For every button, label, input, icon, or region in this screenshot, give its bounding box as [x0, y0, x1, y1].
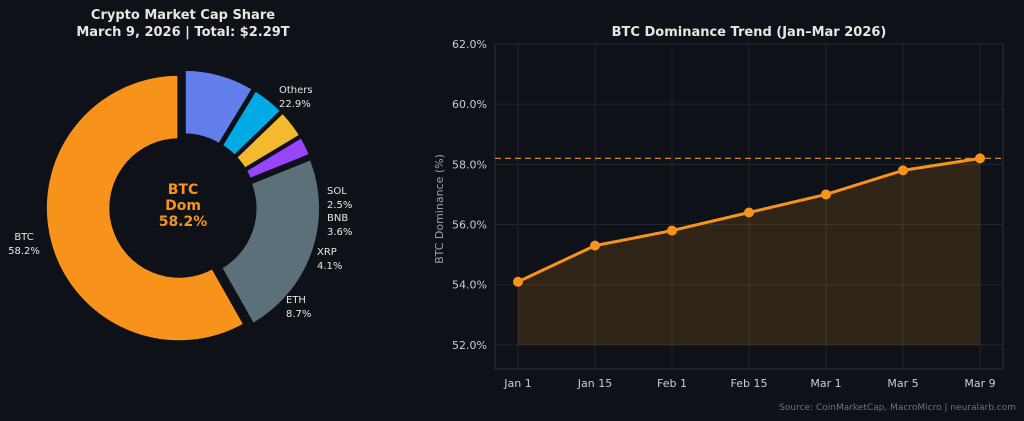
data-point-jan-1	[513, 276, 523, 287]
x-tick-label-jan-1: Jan 1	[503, 377, 531, 390]
line-fill-layer	[518, 158, 980, 345]
x-tick-label-feb-1: Feb 1	[657, 377, 687, 390]
data-point-mar-1	[821, 189, 831, 200]
donut-chart: Crypto Market Cap Share March 9, 2026 | …	[8, 8, 352, 344]
data-point-feb-1	[667, 225, 677, 236]
donut-labels: BTC 58.2% Others 22.9% SOL 2.5% BNB 3.6% XRP 4.1%…	[8, 85, 352, 320]
x-tick-label-jan-15: Jan 15	[577, 377, 612, 390]
y-tick-labels: 52.0% 54.0% 56.0% 58.0% 60.0% 62.0%	[452, 38, 487, 352]
y-tick-label: 60.0%	[452, 98, 487, 111]
y-tick-label: 58.0%	[452, 158, 487, 171]
x-tick-label-mar-1: Mar 1	[810, 377, 841, 390]
area-fill	[518, 158, 980, 345]
slice-label-btc: BTC	[14, 232, 33, 243]
center-label-line-1: BTC	[168, 182, 199, 198]
y-tick-label: 52.0%	[452, 339, 487, 352]
line-chart: BTC Dominance Trend (Jan–Mar 2026) 52.0%…	[433, 25, 1004, 390]
donut-title: Crypto Market Cap Share	[91, 8, 275, 23]
slice-value-xrp: 4.1%	[317, 261, 342, 272]
donut-subtitle: March 9, 2026 | Total: $2.29T	[76, 25, 289, 40]
x-tick-label-mar-5: Mar 5	[887, 377, 918, 390]
slice-label-eth: ETH	[286, 295, 306, 306]
data-point-mar-5	[898, 165, 908, 176]
slice-label-bnb: BNB	[327, 213, 348, 224]
x-tick-labels: Jan 1 Jan 15 Feb 1 Feb 15 Mar 1 Mar 5 Mar 9	[503, 377, 995, 390]
slice-value-sol: 2.5%	[327, 200, 352, 211]
slice-value-bnb: 3.6%	[327, 227, 352, 238]
center-label-line-3: 58.2%	[159, 214, 208, 230]
x-tick-label-feb-15: Feb 15	[731, 377, 768, 390]
y-axis-label: BTC Dominance (%)	[433, 154, 446, 264]
line-grid	[494, 43, 1004, 370]
slice-value-eth: 8.7%	[286, 309, 311, 320]
donut-slices	[43, 67, 323, 344]
data-point-mar-9	[975, 153, 985, 164]
data-point-feb-15	[744, 207, 754, 218]
line-series-layer	[513, 153, 985, 287]
source-note: Source: CoinMarketCap, MacroMicro | neur…	[779, 403, 1016, 413]
center-label-line-2: Dom	[165, 198, 201, 214]
slice-eth	[182, 67, 257, 148]
y-tick-label: 56.0%	[452, 219, 487, 232]
slice-btc	[43, 72, 248, 344]
slice-others	[217, 155, 323, 328]
slice-label-others: Others	[279, 85, 313, 96]
y-tick-label: 62.0%	[452, 38, 487, 51]
slice-value-btc: 58.2%	[8, 246, 40, 257]
slice-value-others: 22.9%	[279, 99, 311, 110]
slice-label-xrp: XRP	[317, 247, 337, 258]
y-tick-label: 54.0%	[452, 279, 487, 292]
line-chart-title: BTC Dominance Trend (Jan–Mar 2026)	[612, 25, 887, 40]
data-point-jan-15	[590, 240, 600, 251]
slice-label-sol: SOL	[327, 186, 347, 197]
x-tick-label-mar-9: Mar 9	[964, 377, 995, 390]
